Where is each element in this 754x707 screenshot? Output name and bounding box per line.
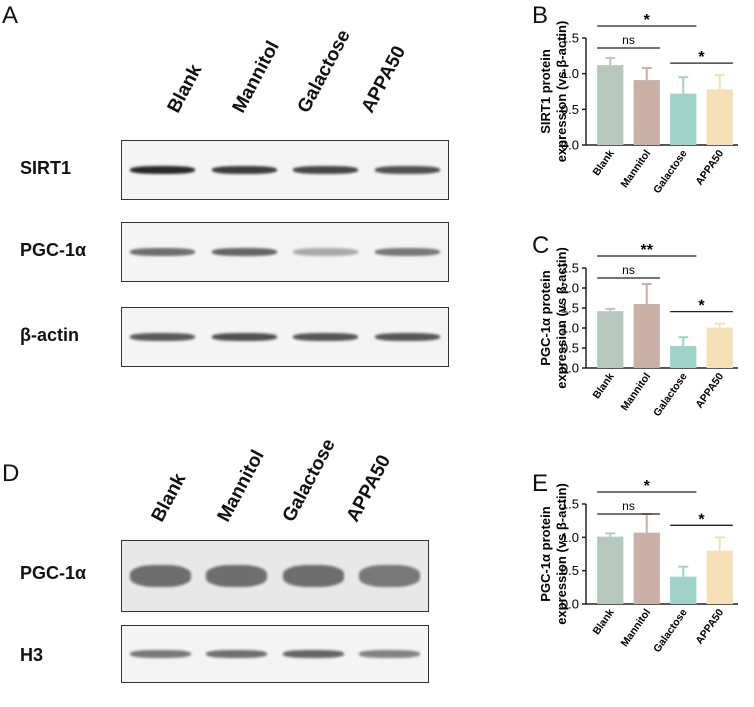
significance-label: * [644, 12, 651, 29]
significance-label: ns [622, 263, 635, 277]
blot-label: H3 [20, 645, 44, 665]
y-tick-label: 1.0 [561, 530, 579, 545]
lane-label: Mannitol [213, 446, 269, 526]
bar [706, 550, 733, 604]
y-tick-label: 2.0 [561, 281, 579, 296]
chart-c: PGC-1α protein expression (vs β-actin)0.0… [538, 242, 738, 419]
blot-label: β-actin [20, 325, 79, 345]
panel-letter-d: D [2, 460, 20, 487]
blot-band [211, 248, 277, 256]
blot-beta-actin [121, 307, 449, 367]
blot-band [129, 650, 191, 658]
x-tick-label: APPA50 [693, 607, 726, 647]
blot-h3 [121, 625, 429, 683]
blot-band [282, 650, 344, 658]
bar [706, 327, 733, 368]
panel-letter-a: A [2, 2, 19, 29]
y-tick-label: 0.0 [561, 361, 579, 376]
lane-label: APPA50 [342, 451, 396, 526]
blot-band [359, 565, 421, 587]
blot-pgc1a-nuclear [121, 540, 429, 612]
blot-band [206, 565, 268, 587]
blot-band [359, 650, 421, 658]
x-tick-label: Galactose [651, 607, 690, 655]
y-tick-label: 1.5 [561, 497, 579, 512]
y-tick-label: 0.5 [561, 102, 579, 117]
y-tick-label: 2.5 [561, 261, 579, 276]
y-tick-label: 1.0 [561, 321, 579, 336]
x-tick-label: Mannitol [619, 371, 654, 413]
blot-band [293, 333, 359, 341]
blot-band [374, 166, 440, 174]
blot-band [130, 166, 196, 174]
blot-band [282, 565, 344, 587]
bar [670, 576, 697, 604]
blot-band [130, 333, 196, 341]
y-axis-label: PGC-1α protein [538, 506, 553, 601]
x-tick-label: APPA50 [693, 148, 726, 188]
lane-label: Galactose [278, 435, 340, 526]
significance-label: ** [641, 242, 654, 259]
x-tick-label: Galactose [651, 371, 690, 419]
significance-label: * [698, 49, 705, 66]
blot-band [293, 248, 359, 256]
x-tick-label: Blank [590, 371, 616, 401]
y-tick-label: 1.5 [561, 301, 579, 316]
bar [597, 311, 624, 368]
y-tick-label: 0.5 [561, 341, 579, 356]
chart-e: PGC-1α protein expression (vs β-actin)0.0… [538, 478, 738, 655]
blot-sirt1 [121, 140, 449, 200]
significance-label: ns [622, 33, 635, 47]
lane-label: Blank [147, 469, 191, 526]
panel-letter-e: E [532, 470, 549, 497]
lane-label: Blank [163, 60, 207, 117]
x-tick-label: Galactose [651, 148, 690, 196]
x-tick-label: APPA50 [693, 371, 726, 411]
y-axis-label: expression (vs β-actin) [554, 247, 569, 389]
y-tick-label: 0.0 [561, 138, 579, 153]
lane-label: APPA50 [357, 42, 411, 117]
blot-band [211, 166, 277, 174]
lane-label: Galactose [293, 26, 355, 117]
x-tick-label: Mannitol [619, 148, 654, 190]
bar [670, 346, 697, 368]
bar [633, 80, 660, 145]
significance-label: * [698, 511, 705, 528]
bar [670, 93, 697, 145]
y-axis-label: SIRT1 protein [538, 49, 553, 134]
blot-label: PGC-1α [20, 563, 87, 583]
y-tick-label: 1.5 [561, 31, 579, 46]
y-axis-label: expression (vs β-actin) [554, 483, 569, 625]
blot-band [211, 333, 277, 341]
significance-label: * [644, 478, 651, 495]
blot-band [206, 650, 268, 658]
blot-band [374, 248, 440, 256]
bar [597, 65, 624, 145]
lane-label: Mannitol [228, 37, 284, 117]
x-tick-label: Mannitol [619, 607, 654, 649]
y-tick-label: 0.0 [561, 597, 579, 612]
panel-letter-c: C [532, 232, 550, 259]
blot-band [293, 166, 359, 174]
blot-pgc1a [121, 222, 449, 282]
blot-band [374, 333, 440, 341]
x-tick-label: Blank [590, 148, 616, 178]
y-axis-label: expression (vs β-actin) [554, 21, 569, 163]
bar [633, 304, 660, 368]
blot-band [130, 248, 196, 256]
significance-label: * [698, 298, 705, 315]
significance-label: ns [622, 499, 635, 513]
blot-label: PGC-1α [20, 240, 87, 260]
bar [597, 536, 624, 604]
chart-b: SIRT1 protein expression (vs β-actin)0.0 0… [538, 12, 738, 196]
bar [633, 532, 660, 604]
blot-band [129, 565, 191, 587]
y-tick-label: 1.0 [561, 66, 579, 81]
bar [706, 89, 733, 145]
y-axis-label: PGC-1α protein [538, 270, 553, 365]
y-tick-label: 0.5 [561, 563, 579, 578]
x-tick-label: Blank [590, 607, 616, 637]
panel-letter-b: B [532, 2, 549, 29]
blot-label: SIRT1 [20, 158, 72, 178]
